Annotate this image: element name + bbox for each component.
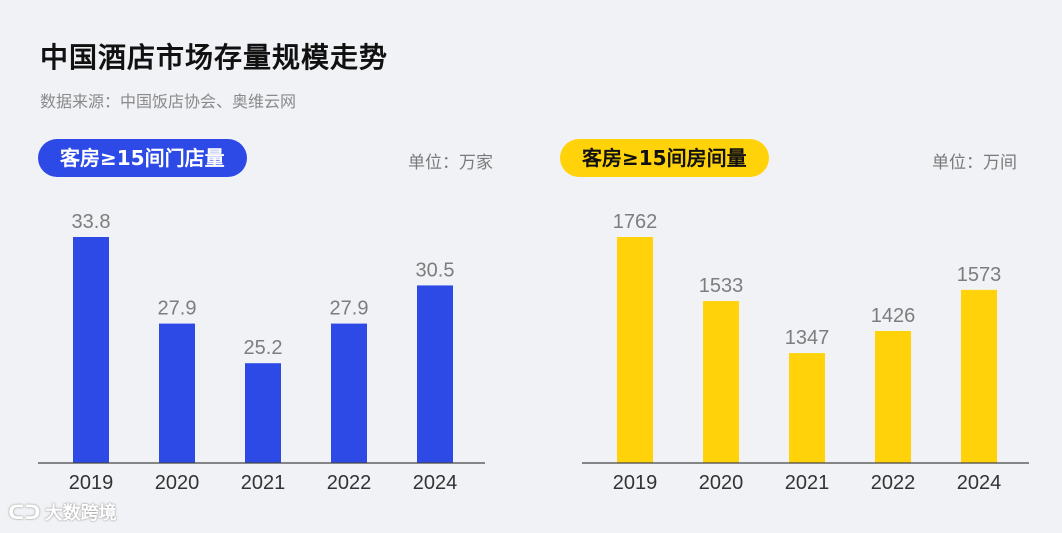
right-chart-title-pill: 客房≥15间房间量 (560, 139, 769, 177)
x-tick-label-2019: 2019 (69, 472, 114, 494)
x-tick-label-2021: 2021 (241, 472, 286, 494)
bar-2020 (703, 301, 739, 463)
bar-2022 (875, 330, 911, 463)
x-tick-label-2022: 2022 (327, 472, 372, 494)
x-tick-label-2020: 2020 (155, 472, 200, 494)
value-label-2020: 1533 (699, 275, 744, 297)
data-source: 数据来源：中国饭店协会、奥维云网 (40, 92, 297, 111)
x-tick-label-2024: 2024 (957, 472, 1002, 494)
bar-2021 (245, 363, 281, 463)
watermark-logo-icon: ᑕᑐ (8, 500, 41, 524)
value-label-2020: 27.9 (158, 298, 197, 320)
value-label-2022: 27.9 (330, 298, 369, 320)
value-label-2024: 30.5 (416, 259, 455, 281)
x-tick-label-2020: 2020 (699, 472, 744, 494)
x-tick-label-2019: 2019 (613, 472, 658, 494)
bar-2024 (417, 285, 453, 463)
value-label-2024: 1573 (957, 264, 1002, 286)
value-label-2021: 25.2 (244, 337, 283, 359)
bar-2022 (331, 323, 367, 463)
watermark-text: 大数跨境 (44, 503, 117, 524)
x-tick-label-2021: 2021 (785, 472, 830, 494)
page-title: 中国酒店市场存量规模走势 (40, 41, 389, 74)
value-label-2019: 33.8 (72, 211, 111, 233)
value-label-2019: 1762 (613, 211, 658, 233)
value-label-2021: 1347 (785, 327, 830, 349)
right-bar-chart: 1762 2019 1533 2020 1347 2021 1426 2022 1573 2024 (582, 211, 1029, 494)
left-chart-title-pill: 客房≥15间门店量 (38, 139, 247, 177)
bar-2019 (617, 237, 653, 463)
value-label-2022: 1426 (871, 305, 916, 327)
bar-2020 (159, 323, 195, 463)
bar-2019 (73, 237, 109, 463)
x-tick-label-2024: 2024 (413, 472, 458, 494)
left-bar-chart: 33.8 2019 27.9 2020 25.2 2021 27.9 2022 30.5 2024 (38, 211, 485, 494)
x-tick-label-2022: 2022 (871, 472, 916, 494)
right-chart-unit: 单位：万间 (932, 153, 1017, 173)
left-chart-unit: 单位：万家 (408, 153, 493, 173)
watermark: ᑕᑐ 大数跨境 (8, 499, 117, 525)
bar-2024 (961, 289, 997, 463)
bar-2021 (789, 353, 825, 463)
